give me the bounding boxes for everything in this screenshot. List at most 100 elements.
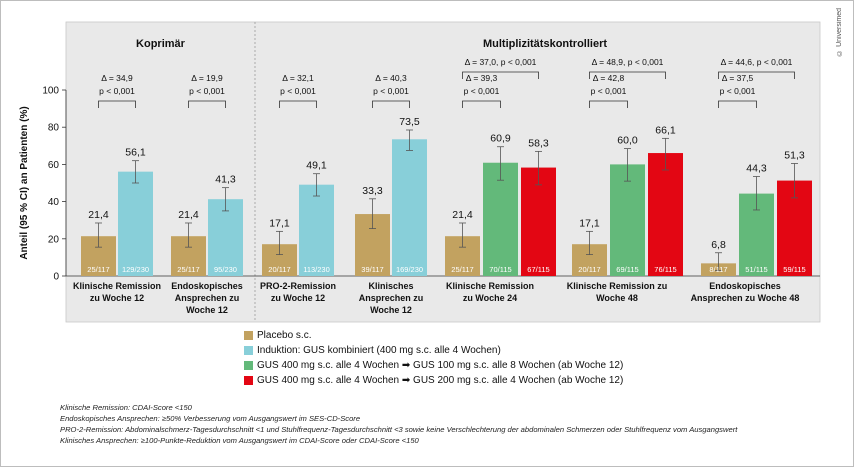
category-label: Woche 48 bbox=[596, 293, 638, 303]
bar-value-label: 44,3 bbox=[746, 162, 767, 174]
significance-bracket bbox=[589, 71, 666, 79]
legend-swatch-gus-200 bbox=[244, 376, 253, 385]
y-tick-label: 80 bbox=[48, 123, 60, 134]
bar-n-label: 20/117 bbox=[268, 265, 290, 274]
delta-label: Δ = 34,9 bbox=[101, 73, 133, 83]
p-value-label: p < 0,001 bbox=[373, 86, 409, 96]
legend-item-gus-100: GUS 400 mg s.c. alle 4 Wochen ➡ GUS 100 … bbox=[244, 358, 623, 373]
bar-n-label: 169/230 bbox=[396, 265, 423, 274]
legend-label-gus-100: GUS 400 mg s.c. alle 4 Wochen ➡ GUS 100 … bbox=[257, 360, 624, 371]
y-axis-title: Anteil (95 % CI) an Patienten (%) bbox=[19, 106, 30, 259]
delta-label: Δ = 19,9 bbox=[191, 73, 223, 83]
significance-bracket bbox=[188, 100, 226, 108]
delta-label: Δ = 37,5 bbox=[722, 73, 754, 83]
chart-legend: Placebo s.c. Induktion: GUS kombiniert (… bbox=[244, 328, 623, 388]
category-label: Klinische Remission zu bbox=[567, 281, 668, 291]
bar bbox=[610, 164, 645, 276]
copyright-notice: © Universimed bbox=[836, 8, 843, 56]
bar-n-label: 51/115 bbox=[745, 265, 767, 274]
bar-value-label: 21,4 bbox=[88, 209, 109, 221]
significance-bracket bbox=[372, 100, 410, 108]
p-value-label: p < 0,001 bbox=[280, 86, 316, 96]
bar-value-label: 51,3 bbox=[784, 149, 805, 161]
bar-n-label: 69/115 bbox=[616, 265, 638, 274]
y-tick-label: 20 bbox=[48, 234, 60, 245]
significance-bracket bbox=[589, 100, 628, 108]
bar bbox=[648, 153, 683, 276]
bar-n-label: 76/115 bbox=[654, 265, 676, 274]
legend-swatch-placebo bbox=[244, 331, 253, 340]
p-value-label: p < 0,001 bbox=[189, 86, 225, 96]
footnote-pro2-remission: PRO-2-Remission: Abdominalschmerz-Tagesd… bbox=[60, 425, 738, 434]
significance-bracket bbox=[462, 100, 501, 108]
footnotes: Klinische Remission: CDAI-Score <150 End… bbox=[60, 402, 820, 446]
significance-bracket bbox=[98, 100, 136, 108]
significance-bracket bbox=[279, 100, 317, 108]
bar-value-label: 33,3 bbox=[362, 185, 383, 197]
category-label: Klinisches bbox=[368, 281, 413, 291]
bar bbox=[392, 139, 427, 276]
delta-p-label: Δ = 37,0, p < 0,001 bbox=[465, 57, 537, 67]
bar bbox=[208, 199, 243, 276]
category-label: PRO-2-Remission bbox=[260, 281, 336, 291]
footnote-endoskopisches-ansprechen: Endoskopisches Ansprechen: ≥50% Verbesse… bbox=[60, 414, 361, 423]
category-label: Endoskopisches bbox=[709, 281, 781, 291]
bar-value-label: 17,1 bbox=[269, 217, 290, 229]
significance-bracket bbox=[718, 100, 757, 108]
bar-n-label: 39/117 bbox=[361, 265, 383, 274]
category-label: Klinische Remission bbox=[73, 281, 161, 291]
legend-label-placebo: Placebo s.c. bbox=[257, 330, 312, 341]
category-label: Woche 12 bbox=[370, 305, 412, 315]
y-tick-label: 0 bbox=[53, 272, 59, 283]
p-value-label: p < 0,001 bbox=[99, 86, 135, 96]
legend-label-induktion: Induktion: GUS kombiniert (400 mg s.c. a… bbox=[257, 345, 501, 356]
bar bbox=[483, 162, 518, 276]
legend-label-gus-200: GUS 400 mg s.c. alle 4 Wochen ➡ GUS 200 … bbox=[257, 375, 624, 386]
p-value-label: p < 0,001 bbox=[720, 86, 756, 96]
bar-value-label: 41,3 bbox=[215, 174, 236, 186]
bar-n-label: 67/115 bbox=[527, 265, 549, 274]
bar-value-label: 21,4 bbox=[178, 209, 199, 221]
bar bbox=[521, 167, 556, 276]
section-title-koprimaer: Koprimär bbox=[136, 38, 186, 50]
footnote-klinisches-ansprechen: Klinisches Ansprechen: ≥100-Punkte-Reduk… bbox=[60, 436, 419, 445]
bar-n-label: 8/117 bbox=[709, 265, 727, 274]
legend-swatch-induktion bbox=[244, 346, 253, 355]
bar-value-label: 60,0 bbox=[617, 135, 638, 147]
bar-n-label: 25/117 bbox=[87, 265, 109, 274]
y-tick-label: 100 bbox=[42, 86, 59, 97]
delta-label: Δ = 39,3 bbox=[466, 73, 498, 83]
legend-item-gus-200: GUS 400 mg s.c. alle 4 Wochen ➡ GUS 200 … bbox=[244, 373, 623, 388]
bar-n-label: 113/230 bbox=[303, 265, 330, 274]
footnote-klinische-remission: Klinische Remission: CDAI-Score <150 bbox=[60, 403, 192, 412]
bar bbox=[299, 184, 334, 276]
category-label: Klinische Remission bbox=[446, 281, 534, 291]
bar bbox=[118, 171, 153, 276]
significance-bracket bbox=[462, 71, 539, 79]
bar-value-label: 58,3 bbox=[528, 137, 549, 149]
bar-n-label: 129/230 bbox=[122, 265, 149, 274]
delta-p-label: Δ = 44,6, p < 0,001 bbox=[721, 57, 793, 67]
bar-value-label: 21,4 bbox=[452, 209, 473, 221]
legend-item-placebo: Placebo s.c. bbox=[244, 328, 623, 343]
p-value-label: p < 0,001 bbox=[464, 86, 500, 96]
bar-n-label: 20/117 bbox=[578, 265, 600, 274]
category-label: zu Woche 12 bbox=[271, 293, 325, 303]
category-label: Ansprechen zu Woche 48 bbox=[691, 293, 800, 303]
section-title-multiplizitaet: Multiplizitätskontrolliert bbox=[483, 38, 607, 50]
delta-label: Δ = 42,8 bbox=[593, 73, 625, 83]
bar-n-label: 95/230 bbox=[214, 265, 237, 274]
plot-area bbox=[65, 21, 821, 323]
delta-label: Δ = 32,1 bbox=[282, 73, 314, 83]
bar-value-label: 56,1 bbox=[125, 147, 146, 159]
bar-n-label: 25/117 bbox=[451, 265, 473, 274]
category-label: Woche 12 bbox=[186, 305, 228, 315]
category-label: Endoskopisches bbox=[171, 281, 243, 291]
delta-label: Δ = 40,3 bbox=[375, 73, 407, 83]
bar-n-label: 70/115 bbox=[489, 265, 511, 274]
bar-value-label: 60,9 bbox=[490, 133, 511, 145]
category-label: Ansprechen zu bbox=[175, 293, 240, 303]
bar-value-label: 17,1 bbox=[579, 217, 600, 229]
category-label: zu Woche 12 bbox=[90, 293, 144, 303]
